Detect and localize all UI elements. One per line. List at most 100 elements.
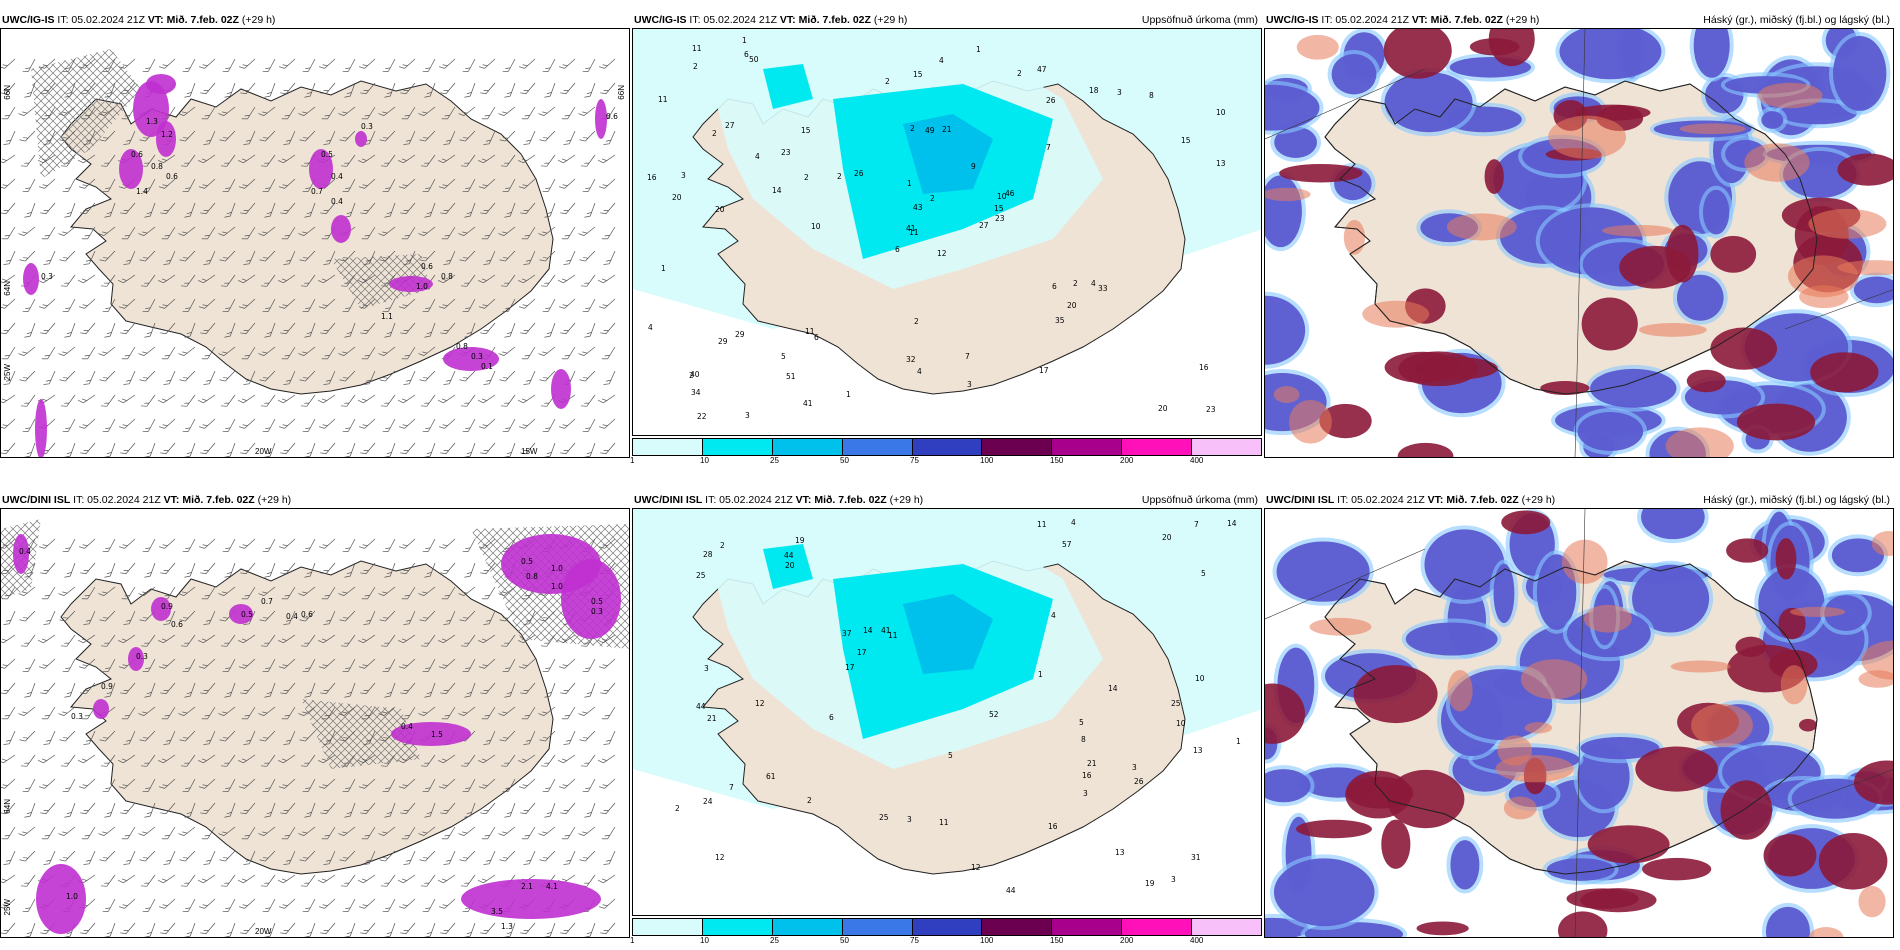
mid-cloud-area [1775, 538, 1797, 580]
wind-barb [280, 82, 296, 95]
wind-barb [62, 778, 76, 793]
map-frame[interactable]: 12 2 11 40 10 6 47 21 26 27 50 23 20 10 6 7 3 2 9 29 26 34 51 4… [632, 28, 1262, 436]
precip-value-label: 10 [997, 192, 1007, 201]
precip-value-label: 8 [1081, 735, 1086, 744]
wind-barb [358, 658, 376, 669]
wind-barb [600, 202, 616, 215]
wind-barb [464, 682, 476, 698]
high-cloud-area [1288, 400, 1332, 444]
high-cloud-area [1561, 539, 1608, 584]
wind-barb [142, 58, 156, 73]
mid-cloud-area [1319, 403, 1372, 439]
high-cloud-area [1861, 640, 1893, 680]
precip-value-label: 20 [785, 561, 795, 570]
wind-barb [1, 202, 16, 215]
wind-barb [102, 778, 116, 793]
wind-barb [298, 706, 316, 716]
wind-barb [198, 418, 216, 429]
precip-value-label: 25 [1171, 699, 1181, 708]
wind-barb [544, 922, 556, 937]
precip-value-label: 2 [837, 172, 842, 181]
wind-value-label: 0.4 [19, 547, 31, 556]
wind-barb [321, 346, 336, 360]
hatch-area [331, 254, 431, 309]
wind-barb [38, 178, 56, 189]
wind-barb [81, 106, 96, 120]
wind-barb [420, 634, 436, 647]
wind-barb [378, 226, 396, 236]
wind-barb [104, 682, 116, 698]
precip-value-label: 1 [1038, 670, 1043, 679]
precip-value-label: 21 [707, 714, 717, 723]
wind-barb [464, 202, 476, 218]
wind-barb [138, 226, 156, 236]
wind-barb [64, 562, 76, 578]
wind-barb [121, 226, 136, 240]
wind-barb [384, 802, 396, 818]
wind-barb [3, 130, 16, 145]
wind-barb [158, 538, 176, 549]
wind-barb [99, 730, 116, 742]
wind-barb [140, 634, 156, 647]
wind-barb [264, 682, 276, 698]
wind-barb [104, 802, 116, 818]
wind-barb [320, 442, 336, 455]
wind-barb [83, 370, 96, 385]
low-cloud-area [1590, 368, 1677, 408]
map-frame[interactable]: 0.4 0.9 0.5 1.0 0.8 0.5 0.4 0.6 0.7 0.6 0.3 0.9 0.3 1… [0, 508, 630, 938]
wind-barb [243, 850, 256, 865]
wind-barb [523, 370, 536, 385]
wind-barb [104, 82, 116, 98]
precip-value-label: 4 [1071, 518, 1076, 527]
precip-value-label: 2 [675, 804, 680, 813]
precip-value-label: 40 [690, 370, 700, 379]
wind-barb [220, 874, 236, 887]
colorbar-tick-label: 75 [910, 456, 919, 465]
wind-barb [140, 874, 156, 887]
precip-value-label: 61 [766, 772, 776, 781]
wind-barb [237, 274, 256, 284]
colorbar-tick-label: 150 [1050, 936, 1064, 945]
map-frame[interactable]: 1.3 1.2 0.6 0.8 0.6 0.5 0.4 0.7 0.6 0.8 1.0 0.3 0.1 0… [0, 28, 630, 458]
wind-barb [102, 178, 116, 193]
precip-value-label: 14 [772, 186, 782, 195]
wind-barb [582, 178, 596, 193]
wind-barb [184, 442, 196, 457]
wind-barb [481, 706, 496, 720]
wind-barb [299, 130, 316, 142]
map-frame[interactable]: 8 10 12 19 11 13 24 57 37 44 25 44 28 31 25 10 5 52 41 61 14… [632, 508, 1262, 916]
wind-barb [458, 106, 476, 116]
panel-title: UWC/DINI ISL IT: 05.02.2024 21Z VT: Mið.… [2, 494, 292, 506]
wind-barb [300, 874, 316, 887]
wind-barb [83, 610, 96, 625]
wind-barb [464, 922, 476, 937]
low-cloud-area [1831, 538, 1885, 573]
wind-barb [458, 226, 476, 236]
high-cloud-area [1343, 219, 1366, 255]
wind-barb [344, 82, 356, 98]
wind-barb [320, 802, 336, 815]
wind-barb [264, 922, 276, 937]
wind-barb [182, 418, 196, 433]
wind-barb [420, 154, 436, 167]
map-frame[interactable] [1264, 508, 1894, 938]
wind-value-label: 0.3 [136, 652, 148, 661]
wind-barb [1, 898, 16, 909]
wind-barb [118, 418, 136, 429]
wind-barb [539, 730, 556, 742]
wind-barb [98, 106, 116, 116]
wind-barb [262, 898, 276, 913]
wind-barb [499, 370, 516, 382]
wind-barb [318, 538, 336, 549]
map-frame[interactable] [1264, 28, 1894, 458]
wind-barb [59, 370, 76, 382]
wind-barb [424, 802, 436, 818]
wind-barb [298, 826, 316, 836]
wind-barb [19, 130, 36, 142]
wind-barb [240, 922, 256, 935]
wind-barb [78, 58, 96, 69]
panel-title: UWC/IG-IS IT: 05.02.2024 21Z VT: Mið. 7.… [1266, 14, 1540, 26]
wind-barb [144, 682, 156, 698]
wind-barb [260, 394, 276, 407]
wind-barb [100, 394, 116, 407]
